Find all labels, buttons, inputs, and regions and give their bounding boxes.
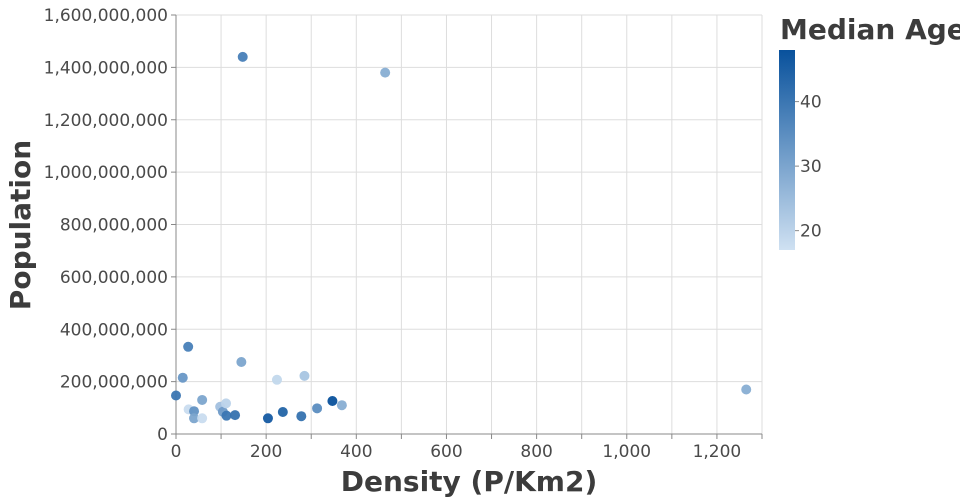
y-tick-label: 200,000,000: [60, 373, 168, 393]
scatter-point[interactable]: [277, 407, 288, 418]
x-tick-label: 600: [430, 442, 462, 462]
legend-ticks: 20 30 40: [795, 93, 822, 242]
y-tick-label: 400,000,000: [60, 320, 168, 340]
scatter-point[interactable]: [262, 413, 273, 424]
y-tick-label: 1,000,000,000: [44, 163, 168, 183]
legend-tick-label: 40: [800, 93, 822, 113]
scatter-point[interactable]: [236, 356, 247, 367]
scatter-point[interactable]: [221, 398, 232, 409]
scatter-point[interactable]: [336, 400, 347, 411]
scatter-point[interactable]: [327, 396, 338, 407]
scatter-point[interactable]: [741, 384, 752, 395]
scatter-point[interactable]: [312, 403, 323, 414]
scatter-point[interactable]: [197, 413, 208, 424]
y-tick-label: 800,000,000: [60, 216, 168, 236]
x-tick-label: 1,000: [602, 442, 651, 462]
y-tick-label: 1,400,000,000: [44, 58, 168, 78]
legend-tick-label: 20: [800, 222, 822, 242]
y-tick-label: 1,200,000,000: [44, 111, 168, 131]
scatter-point[interactable]: [197, 394, 208, 405]
color-legend: Median Age 20 30 40: [779, 13, 960, 250]
x-tick-label: 200: [250, 442, 282, 462]
x-tick-label: 0: [171, 442, 182, 462]
scatter-point[interactable]: [299, 370, 310, 381]
scatter-point[interactable]: [380, 67, 391, 78]
scatter-point[interactable]: [171, 390, 181, 401]
y-tick-label: 600,000,000: [60, 268, 168, 288]
legend-gradient-bar: [779, 50, 795, 250]
scatter-point[interactable]: [221, 410, 232, 421]
scatter-point[interactable]: [189, 413, 200, 424]
scatter-point[interactable]: [189, 406, 200, 417]
scatter-point[interactable]: [183, 341, 194, 352]
x-axis-title: Density (P/Km2): [341, 465, 598, 498]
x-tick-label: 800: [520, 442, 552, 462]
grid-lines: [175, 14, 763, 435]
legend-title: Median Age: [780, 13, 960, 46]
data-points: [171, 51, 752, 424]
y-tick-label: 0: [157, 425, 168, 445]
scatter-point[interactable]: [296, 411, 307, 422]
scatter-point[interactable]: [271, 374, 282, 385]
y-tick-label: 1,600,000,000: [44, 6, 168, 26]
scatter-point[interactable]: [177, 372, 188, 383]
legend-tick-label: 30: [800, 157, 822, 177]
scatter-point[interactable]: [230, 410, 241, 421]
y-axis-title: Population: [4, 140, 37, 310]
x-tick-label: 1,200: [693, 442, 742, 462]
scatter-point[interactable]: [237, 51, 248, 62]
axes: 0 200 400 600 800 1,000 1,200 0 200,000,000 400,0…: [44, 6, 763, 462]
x-tick-label: 400: [340, 442, 372, 462]
